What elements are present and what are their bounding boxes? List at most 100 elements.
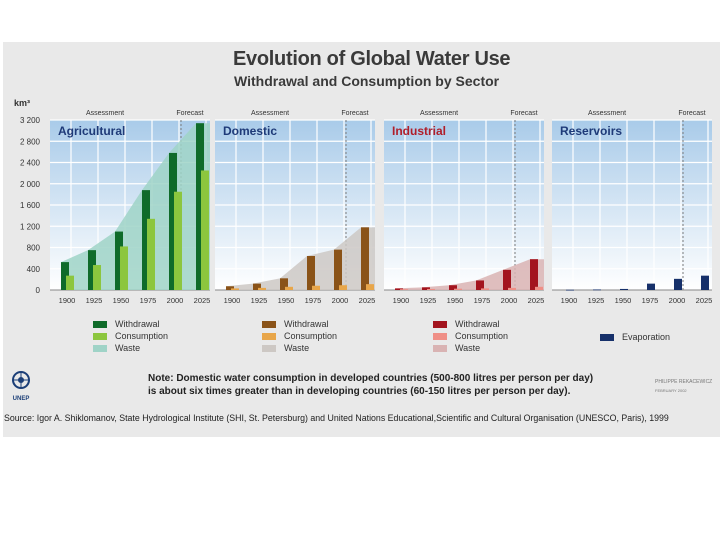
bar-consumption [339,285,347,290]
x-tick-label: 1900 [561,296,578,305]
bar-consumption [258,287,266,290]
legend-item-consumption: Consumption [93,330,168,342]
bar-consumption [231,288,239,290]
panel-title: Reservoirs [560,124,622,138]
credit-author: PHILIPPE REKACEWICZ [655,379,713,385]
x-tick-label: 1900 [59,296,76,305]
x-tick-label: 2000 [167,296,184,305]
bar-evaporation [674,278,682,290]
x-tick-label: 2000 [669,296,686,305]
x-tick-label: 1950 [447,296,464,305]
panel-domestic: Assessment Forecast Domestic 1900 1925 1950 19… [215,110,375,305]
legend-swatch [262,344,276,352]
bar-consumption [66,275,74,290]
forecast-label: Forecast [510,110,537,117]
legend-swatch [600,333,614,341]
panel-industrial: Assessment Forecast Industrial 1900 1925 1950… [384,110,544,305]
x-tick-label: 1925 [86,296,103,305]
bar-consumption [93,265,101,290]
legend-reservoirs: Evaporation [600,331,670,343]
legend-swatch [262,320,276,328]
y-tick-label: 2 000 [20,180,41,189]
legend-swatch [433,332,447,340]
legend-label: Consumption [115,331,169,341]
panel-reservoirs: Assessment Forecast Reservoirs 1900 1925 1950… [552,110,712,305]
x-tick-label: 1900 [224,296,241,305]
note-line-2: is about six times greater than in devel… [148,386,571,397]
x-tick-label: 1975 [474,296,491,305]
bar-consumption [481,288,489,290]
bar-consumption [400,289,408,291]
bar-evaporation [647,283,655,290]
y-tick-label: 3 200 [20,116,41,125]
legend-item-withdrawal: Withdrawal [93,318,168,330]
assessment-label: Assessment [588,110,626,117]
bar-evaporation [701,275,709,290]
legend-item-consumption: Consumption [433,330,508,342]
bar-withdrawal [503,269,511,290]
y-tick-label: 0 [36,286,41,295]
x-tick-label: 1975 [305,296,322,305]
bar-withdrawal [115,231,123,290]
legend-item-withdrawal: Withdrawal [262,318,337,330]
bar-withdrawal [334,249,342,290]
bar-consumption [312,285,320,290]
chart-note: Note: Domestic water consumption in deve… [148,372,618,398]
y-tick-label: 1 200 [20,222,41,231]
panel-title: Agricultural [58,124,125,138]
legend-label: Evaporation [622,332,671,342]
bar-consumption [366,284,374,290]
bar-withdrawal [61,262,69,290]
x-tick-label: 1975 [642,296,659,305]
un-emblem-icon [12,371,30,389]
legend-item-waste: Waste [433,342,508,354]
panel-title: Domestic [223,124,277,138]
assessment-label: Assessment [251,110,289,117]
legend-item-withdrawal: Withdrawal [433,318,508,330]
x-tick-label: 2000 [501,296,518,305]
legend-item-waste: Waste [93,342,168,354]
bar-evaporation [593,289,601,291]
bar-withdrawal [226,286,234,290]
y-tick-label: 800 [27,244,41,253]
x-tick-label: 2025 [696,296,713,305]
bar-withdrawal [361,227,369,290]
assessment-label: Assessment [420,110,458,117]
bar-withdrawal [307,256,315,290]
forecast-label: Forecast [176,110,203,117]
x-tick-label: 2025 [528,296,545,305]
source-line: Source: Igor A. Shiklomanov, State Hydro… [4,413,669,423]
chart-subtitle: Withdrawal and Consumption by Sector [234,73,500,89]
x-tick-label: 1925 [251,296,268,305]
legend-swatch [93,320,107,328]
x-tick-label: 1925 [588,296,605,305]
legend-swatch [93,344,107,352]
legend-domestic: Withdrawal Consumption Waste [262,318,337,354]
bar-withdrawal [280,278,288,290]
y-tick-label: 1 600 [20,201,41,210]
bar-withdrawal [449,285,457,290]
legend-swatch [433,320,447,328]
bar-withdrawal [395,288,403,290]
legend-label: Withdrawal [284,319,329,329]
bar-withdrawal [142,190,150,290]
legend-label: Waste [284,343,310,353]
x-tick-label: 1925 [420,296,437,305]
bar-consumption [174,191,182,290]
legend-label: Waste [455,343,481,353]
bar-withdrawal [530,259,538,290]
y-axis-unit: km³ [14,98,30,108]
credit-date: FEBRUARY 2002 [655,388,687,393]
panel-title: Industrial [392,124,446,138]
bar-evaporation [620,288,628,290]
legend-label: Consumption [455,331,509,341]
bar-withdrawal [476,280,484,290]
legend-label: Consumption [284,331,338,341]
bar-consumption [285,286,293,290]
x-tick-label: 2000 [332,296,349,305]
x-tick-label: 1950 [278,296,295,305]
bar-evaporation [566,289,574,291]
x-tick-label: 2025 [194,296,211,305]
forecast-label: Forecast [678,110,705,117]
x-tick-label: 1950 [615,296,632,305]
